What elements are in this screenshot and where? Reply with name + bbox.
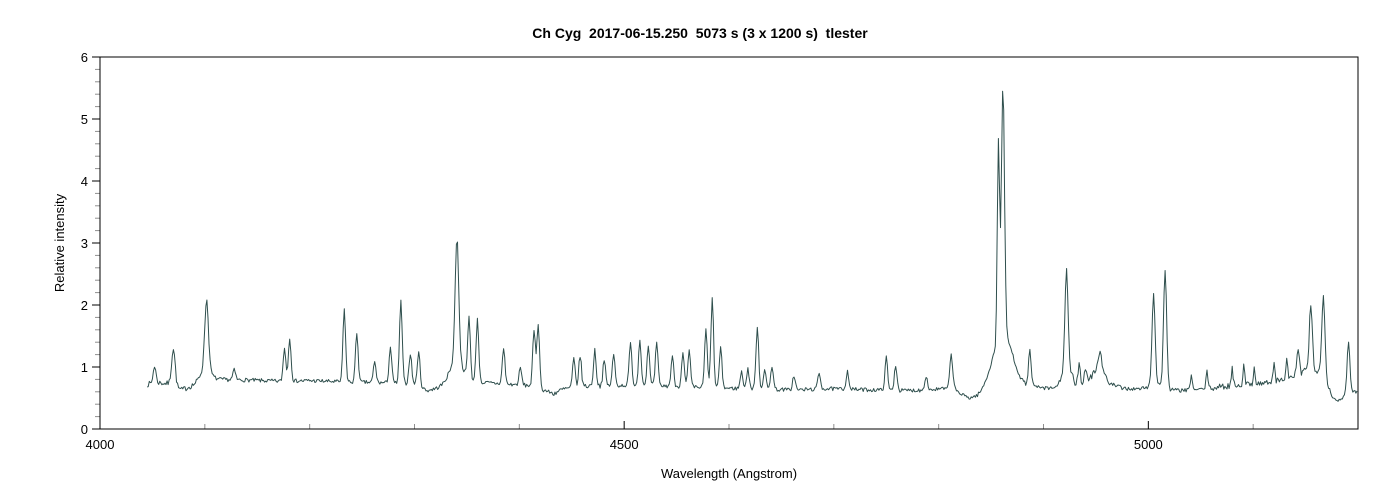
y-axis-title: Relative intensity	[52, 193, 67, 292]
x-tick-label: 4500	[610, 437, 639, 452]
y-tick-label: 3	[81, 236, 88, 251]
y-tick-label: 1	[81, 360, 88, 375]
y-tick-label: 2	[81, 298, 88, 313]
x-axis-tick-labels: 4000 4500 5000	[86, 437, 1163, 452]
chart-title: Ch Cyg 2017-06-15.250 5073 s (3 x 1200 s…	[532, 25, 868, 41]
spectrum-line	[146, 90, 1358, 402]
x-tick-label: 5000	[1134, 437, 1163, 452]
y-tick-label: 6	[81, 50, 88, 65]
y-tick-label: 0	[81, 422, 88, 437]
y-axis-major-ticks	[92, 56, 100, 430]
y-tick-label: 5	[81, 112, 88, 127]
y-axis-tick-labels: 0 1 2 3 4 5 6	[81, 50, 88, 437]
y-axis-minor-ticks	[95, 68, 100, 418]
plot-frame	[99, 56, 1359, 430]
x-tick-label: 4000	[86, 437, 115, 452]
y-tick-label: 4	[81, 174, 88, 189]
x-axis-title: Wavelength (Angstrom)	[661, 466, 797, 481]
